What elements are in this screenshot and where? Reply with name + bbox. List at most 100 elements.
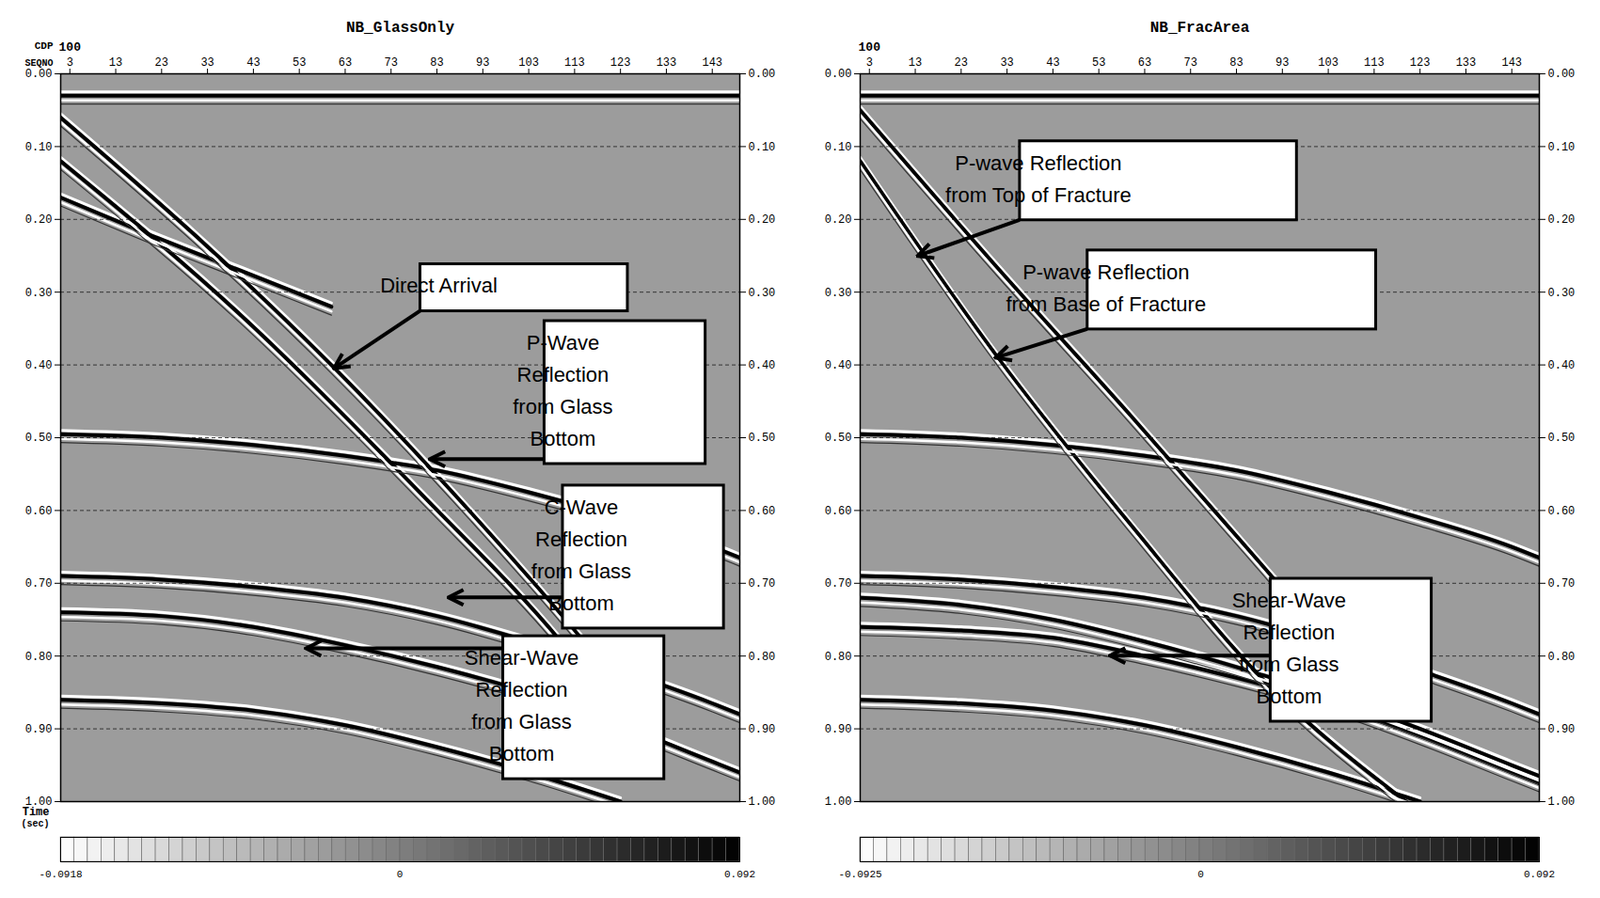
- svg-text:1.00: 1.00: [748, 795, 777, 809]
- svg-text:0.30: 0.30: [748, 286, 777, 301]
- svg-text:SEQNO: SEQNO: [24, 58, 53, 69]
- svg-text:0.30: 0.30: [25, 286, 53, 301]
- svg-text:0.80: 0.80: [748, 650, 777, 665]
- svg-text:0: 0: [396, 869, 404, 881]
- svg-text:0.70: 0.70: [824, 577, 853, 591]
- svg-text:P-wave Reflection: P-wave Reflection: [1022, 260, 1189, 285]
- svg-text:63: 63: [1138, 56, 1152, 70]
- svg-text:0.60: 0.60: [1548, 505, 1576, 519]
- svg-text:0.20: 0.20: [1548, 213, 1576, 227]
- svg-text:0.70: 0.70: [25, 577, 53, 591]
- svg-text:33: 33: [999, 56, 1014, 70]
- svg-text:0.50: 0.50: [1548, 431, 1576, 445]
- svg-text:0.90: 0.90: [824, 723, 853, 737]
- svg-text:0.40: 0.40: [748, 359, 777, 373]
- svg-text:83: 83: [1229, 56, 1243, 70]
- svg-text:83: 83: [429, 56, 444, 70]
- svg-text:Shear-Wave: Shear-Wave: [464, 646, 579, 670]
- svg-text:73: 73: [1184, 56, 1198, 70]
- svg-text:13: 13: [109, 56, 123, 70]
- svg-text:(sec): (sec): [20, 819, 49, 830]
- svg-text:0.80: 0.80: [824, 650, 853, 665]
- svg-text:from Glass: from Glass: [471, 710, 571, 734]
- svg-text:C-Wave: C-Wave: [544, 495, 619, 520]
- svg-text:CDP: CDP: [34, 40, 54, 52]
- svg-text:Direct Arrival: Direct Arrival: [380, 273, 498, 298]
- svg-text:123: 123: [610, 56, 632, 70]
- svg-text:0.20: 0.20: [25, 213, 53, 227]
- svg-text:103: 103: [1317, 56, 1339, 70]
- svg-text:0.60: 0.60: [25, 505, 53, 519]
- svg-text:100: 100: [59, 40, 82, 55]
- svg-text:43: 43: [1045, 56, 1060, 70]
- svg-text:Bottom: Bottom: [1256, 684, 1323, 709]
- svg-text:0.80: 0.80: [1548, 650, 1576, 665]
- svg-text:143: 143: [1501, 56, 1522, 70]
- svg-text:0.40: 0.40: [824, 359, 853, 373]
- svg-text:1.00: 1.00: [1548, 795, 1576, 809]
- svg-text:0.10: 0.10: [1548, 141, 1576, 155]
- svg-text:from Glass: from Glass: [512, 395, 613, 419]
- svg-text:0.70: 0.70: [748, 577, 777, 591]
- svg-text:0.90: 0.90: [25, 723, 53, 737]
- svg-text:103: 103: [518, 56, 539, 70]
- svg-text:Bottom: Bottom: [489, 742, 555, 766]
- svg-text:43: 43: [246, 56, 260, 70]
- svg-text:from Glass: from Glass: [1238, 652, 1339, 677]
- svg-text:NB_FracArea: NB_FracArea: [1150, 19, 1251, 37]
- svg-text:NB_GlassOnly: NB_GlassOnly: [346, 19, 456, 37]
- svg-text:P-wave Reflection: P-wave Reflection: [954, 151, 1122, 175]
- svg-text:0.20: 0.20: [824, 213, 853, 227]
- svg-text:0.20: 0.20: [748, 213, 777, 227]
- svg-text:0.00: 0.00: [1548, 67, 1576, 81]
- svg-text:-0.0918: -0.0918: [38, 869, 82, 881]
- svg-text:0.00: 0.00: [748, 67, 777, 81]
- svg-text:113: 113: [564, 56, 586, 70]
- svg-text:0: 0: [1197, 869, 1204, 881]
- svg-text:0.50: 0.50: [25, 431, 53, 445]
- svg-text:113: 113: [1363, 56, 1385, 70]
- svg-text:63: 63: [338, 56, 352, 70]
- svg-text:0.50: 0.50: [824, 431, 853, 445]
- svg-text:53: 53: [292, 56, 306, 70]
- svg-text:33: 33: [200, 56, 214, 70]
- svg-text:0.60: 0.60: [748, 505, 777, 519]
- svg-text:0.092: 0.092: [1523, 869, 1555, 881]
- svg-text:73: 73: [384, 56, 398, 70]
- svg-text:Reflection: Reflection: [517, 363, 610, 387]
- svg-text:23: 23: [155, 56, 169, 70]
- svg-text:0.70: 0.70: [1548, 577, 1576, 591]
- svg-text:3: 3: [866, 56, 873, 70]
- svg-text:Reflection: Reflection: [475, 678, 569, 702]
- svg-text:Reflection: Reflection: [535, 527, 628, 552]
- svg-text:13: 13: [908, 56, 922, 70]
- svg-text:Bottom: Bottom: [548, 591, 615, 616]
- svg-text:0.50: 0.50: [748, 431, 777, 445]
- svg-text:0.00: 0.00: [25, 67, 53, 81]
- svg-text:100: 100: [858, 40, 882, 55]
- svg-text:0.00: 0.00: [824, 67, 853, 81]
- svg-text:from Glass: from Glass: [531, 559, 632, 584]
- svg-text:from Base of Fracture: from Base of Fracture: [1005, 292, 1206, 317]
- svg-text:123: 123: [1409, 56, 1431, 70]
- svg-text:0.092: 0.092: [724, 869, 756, 881]
- svg-text:0.80: 0.80: [25, 650, 53, 665]
- svg-text:93: 93: [1275, 56, 1289, 70]
- svg-text:-0.0925: -0.0925: [838, 869, 882, 881]
- svg-text:53: 53: [1092, 56, 1106, 70]
- svg-text:23: 23: [954, 56, 968, 70]
- svg-text:0.40: 0.40: [25, 359, 53, 373]
- svg-text:0.10: 0.10: [824, 141, 853, 155]
- svg-text:0.30: 0.30: [1548, 286, 1576, 301]
- svg-text:0.10: 0.10: [25, 141, 53, 155]
- svg-text:Reflection: Reflection: [1242, 620, 1335, 645]
- svg-text:Time: Time: [22, 806, 50, 820]
- svg-text:from Top of Fracture: from Top of Fracture: [945, 183, 1132, 207]
- svg-text:Bottom: Bottom: [530, 427, 597, 451]
- svg-text:93: 93: [475, 56, 490, 70]
- svg-text:133: 133: [656, 56, 678, 70]
- svg-text:143: 143: [701, 56, 723, 70]
- svg-text:Shear-Wave: Shear-Wave: [1232, 588, 1347, 613]
- svg-text:0.90: 0.90: [1548, 723, 1576, 737]
- svg-text:0.10: 0.10: [748, 141, 777, 155]
